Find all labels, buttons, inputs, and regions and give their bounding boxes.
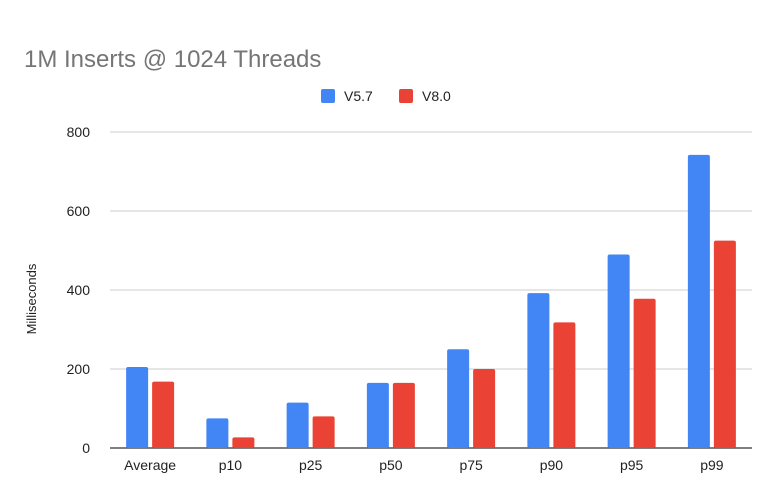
x-tick-label: p50: [379, 457, 403, 473]
legend-swatch-v57: [321, 89, 335, 103]
bar-v80-p99: [713, 240, 736, 448]
bar-v57-p95: [607, 254, 630, 448]
x-tick-label: Average: [124, 457, 176, 473]
x-tick-label: p10: [219, 457, 243, 473]
chart-title: 1M Inserts @ 1024 Threads: [24, 46, 321, 73]
bar-v57-p10: [206, 418, 229, 448]
bar-v80-p90: [553, 322, 576, 448]
bar-v80-average: [152, 381, 175, 448]
bar-v80-p25: [312, 416, 335, 448]
x-tick-label: p25: [299, 457, 323, 473]
legend-label-v57: V5.7: [344, 88, 373, 104]
x-tick-label: p95: [620, 457, 644, 473]
bar-v57-average: [126, 367, 149, 448]
bar-v57-p99: [687, 154, 710, 448]
bar-v80-p50: [392, 382, 415, 448]
bar-v80-p75: [473, 369, 496, 448]
gridlines: [110, 131, 752, 449]
bar-v57-p50: [366, 382, 389, 448]
y-tick-label: 600: [67, 203, 91, 219]
x-axis-ticks: Average p10 p25 p50 p75 p90 p95 p99: [124, 457, 724, 473]
x-tick-label: p90: [540, 457, 564, 473]
bar-v57-p75: [447, 349, 470, 448]
bar-v80-p10: [232, 437, 255, 448]
y-axis-title: Milliseconds: [24, 263, 39, 334]
legend: V5.7 V8.0: [321, 88, 451, 104]
x-tick-label: p75: [459, 457, 483, 473]
bar-v57-p90: [527, 293, 550, 448]
bar-v57-p25: [286, 402, 309, 448]
y-axis-ticks: 0 200 400 600 800: [67, 124, 91, 456]
bar-v80-p95: [633, 298, 656, 448]
x-tick-label: p99: [700, 457, 724, 473]
legend-swatch-v80: [399, 89, 413, 103]
y-tick-label: 400: [67, 282, 91, 298]
y-tick-label: 0: [82, 440, 90, 456]
y-tick-label: 800: [67, 124, 91, 140]
legend-label-v80: V8.0: [422, 88, 451, 104]
y-tick-label: 200: [67, 361, 91, 377]
bars: [126, 154, 736, 448]
